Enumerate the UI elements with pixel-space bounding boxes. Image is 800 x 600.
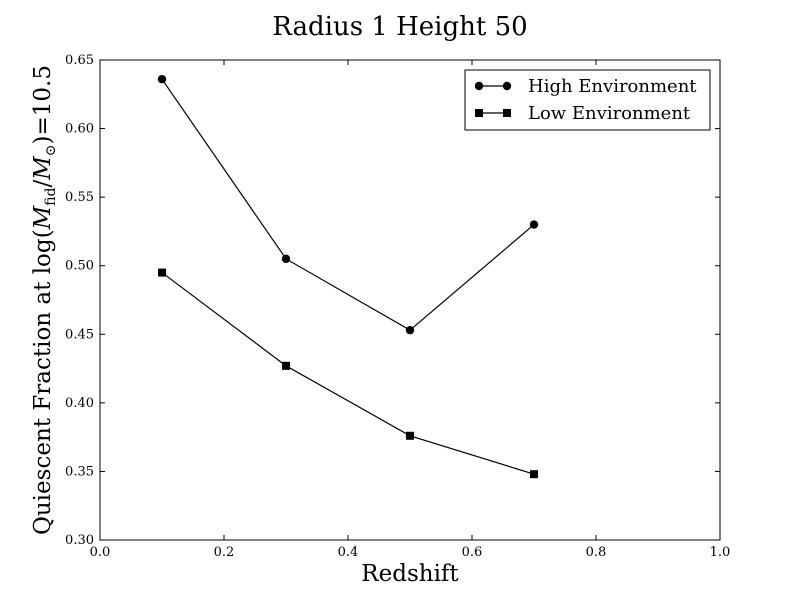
y-tick-label: 0.55 <box>65 190 94 205</box>
data-point <box>281 254 291 264</box>
series-high-environment <box>157 75 539 335</box>
legend-label: Low Environment <box>528 103 691 124</box>
x-tick-label: 0.6 <box>462 545 483 560</box>
chart-title: Radius 1 Height 50 <box>272 12 527 42</box>
y-label-sub2: ⊙ <box>43 144 59 156</box>
legend-marker <box>475 109 483 117</box>
y-tick-label: 0.45 <box>65 327 94 342</box>
y-tick-label: 0.40 <box>65 396 94 411</box>
legend-marker <box>502 81 512 91</box>
x-tick-label: 1.0 <box>710 545 731 560</box>
data-point <box>406 431 414 440</box>
series-line <box>161 272 535 475</box>
x-tick-label: 0.2 <box>214 545 235 560</box>
legend-item: Low Environment <box>475 103 691 124</box>
y-tick-label: 0.50 <box>65 259 94 274</box>
x-tick-label: 0.8 <box>586 545 607 560</box>
y-tick-label: 0.60 <box>65 122 94 137</box>
x-axis-label: Redshift <box>361 561 459 587</box>
data-point <box>529 220 539 229</box>
data-point <box>530 470 538 479</box>
legend-marker <box>474 81 484 91</box>
series-line <box>161 78 535 331</box>
y-label-suffix: )=10.5 <box>30 65 56 144</box>
plot-frame <box>99 59 721 541</box>
legend-label: High Environment <box>528 76 697 97</box>
series-layer <box>157 75 539 479</box>
data-point <box>158 268 166 277</box>
series-low-environment <box>158 268 538 479</box>
y-label-sub1: fid <box>43 187 59 205</box>
y-label-prefix: Quiescent Fraction at log( <box>30 229 56 535</box>
x-tick-label: 0.0 <box>90 545 111 560</box>
y-label-m1: M <box>30 204 56 230</box>
data-point <box>405 325 415 335</box>
legend-box <box>464 69 711 131</box>
y-tick-label: 0.65 <box>65 53 94 68</box>
legend-items: High Environment Low Environment <box>474 76 697 124</box>
y-label-slash: / <box>30 180 56 188</box>
data-point <box>157 75 167 84</box>
legend-item: High Environment <box>474 76 697 97</box>
y-tick-label: 0.30 <box>65 533 94 548</box>
data-point <box>282 361 290 370</box>
legend: High Environment Low Environment <box>464 69 711 131</box>
y-axis-label: Quiescent Fraction at log(Mfid/M⊙)=10.5 <box>30 65 59 535</box>
y-tick-label: 0.35 <box>65 464 94 479</box>
x-axis-ticks: 0.0 0.2 0.4 0.6 0.8 1.0 <box>90 60 731 560</box>
x-tick-label: 0.4 <box>338 545 359 560</box>
legend-marker <box>503 109 511 117</box>
y-label-m2: M <box>30 155 56 181</box>
y-axis-ticks: 0.30 0.35 0.40 0.45 0.50 0.55 0.60 0.65 <box>65 53 720 548</box>
